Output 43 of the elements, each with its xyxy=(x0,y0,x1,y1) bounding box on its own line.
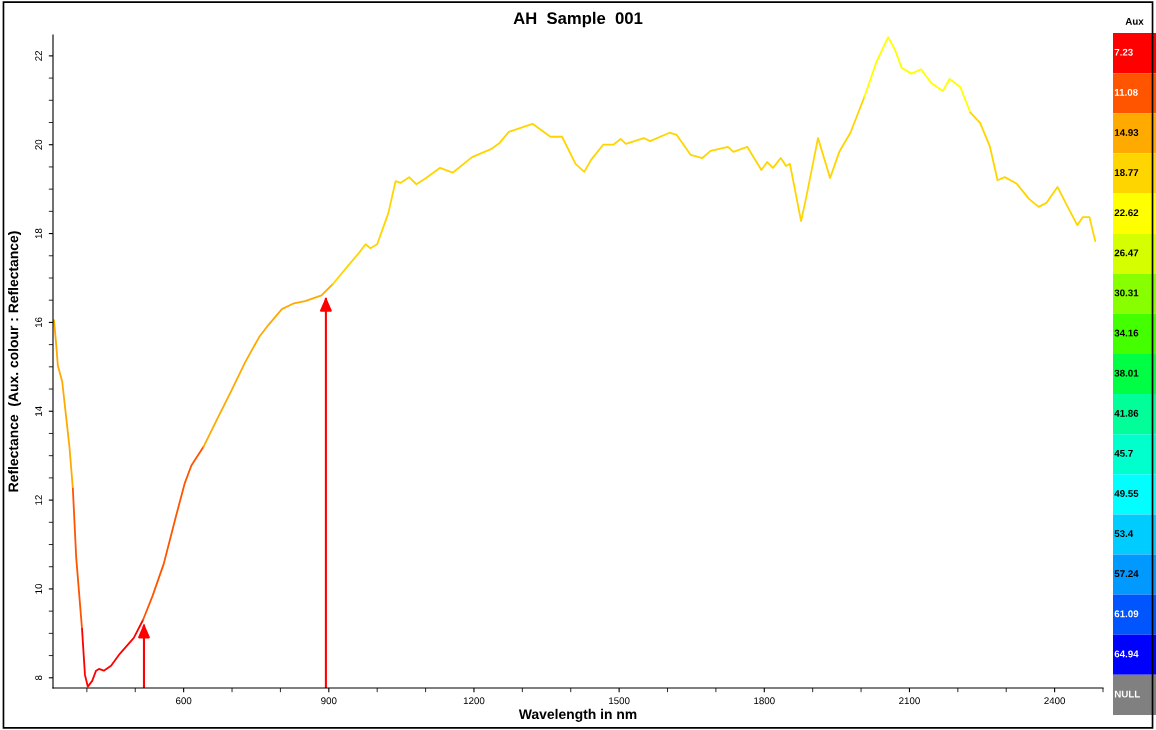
y-tick-label: 22 xyxy=(35,50,42,61)
color-bar-label: 61.09 xyxy=(1114,610,1139,618)
y-tick-label: 14 xyxy=(35,406,42,416)
line-series xyxy=(331,95,866,286)
color-bar-label: 22.62 xyxy=(1114,209,1139,217)
line-series xyxy=(81,619,144,688)
y-tick-label: 12 xyxy=(35,495,42,505)
y-tick-label: 8 xyxy=(35,675,43,681)
x-axis-title: Wavelength in nm xyxy=(518,708,637,722)
line-series xyxy=(863,36,972,114)
line-series xyxy=(53,319,74,490)
line-series xyxy=(142,445,205,621)
color-bar-label: NULL xyxy=(1114,690,1140,698)
color-bar-label: 49.55 xyxy=(1114,490,1139,497)
color-bar-title: Aux xyxy=(1125,17,1144,25)
color-bar-label: 34.16 xyxy=(1114,329,1139,337)
x-tick-label: 1800 xyxy=(754,697,775,705)
color-bar-label: 38.01 xyxy=(1114,369,1139,377)
color-bar-label: 7.23 xyxy=(1114,48,1133,56)
y-tick-label: 10 xyxy=(35,583,43,594)
color-bar-label: 18.77 xyxy=(1114,169,1139,176)
x-tick-label: 2100 xyxy=(899,697,920,705)
y-axis-title: Reflectance (Aux. colour : Reflectance) xyxy=(8,231,22,492)
color-bar-label: 26.47 xyxy=(1114,249,1139,257)
color-bar-label: 57.24 xyxy=(1114,570,1139,578)
x-tick-label: 1500 xyxy=(609,697,630,705)
y-tick-label: 16 xyxy=(35,317,43,328)
chart-title: AH Sample 001 xyxy=(513,11,643,28)
x-tick-label: 600 xyxy=(176,697,192,705)
x-tick-label: 2400 xyxy=(1044,697,1066,705)
color-bar-label: 45.7 xyxy=(1114,450,1133,457)
color-bar-label: 30.31 xyxy=(1114,289,1139,297)
x-tick-label: 1200 xyxy=(463,697,485,705)
y-tick-label: 18 xyxy=(35,228,43,239)
color-bar-label: 41.86 xyxy=(1114,409,1139,417)
line-series xyxy=(202,283,334,448)
x-tick-label: 900 xyxy=(321,697,337,705)
color-bar-label: 64.94 xyxy=(1114,650,1139,658)
color-bar-label: 11.08 xyxy=(1114,88,1138,96)
y-tick-label: 20 xyxy=(35,139,43,150)
color-bar-label: 53.4 xyxy=(1114,530,1134,538)
line-series xyxy=(969,111,1097,243)
color-bar-label: 14.93 xyxy=(1114,129,1139,136)
